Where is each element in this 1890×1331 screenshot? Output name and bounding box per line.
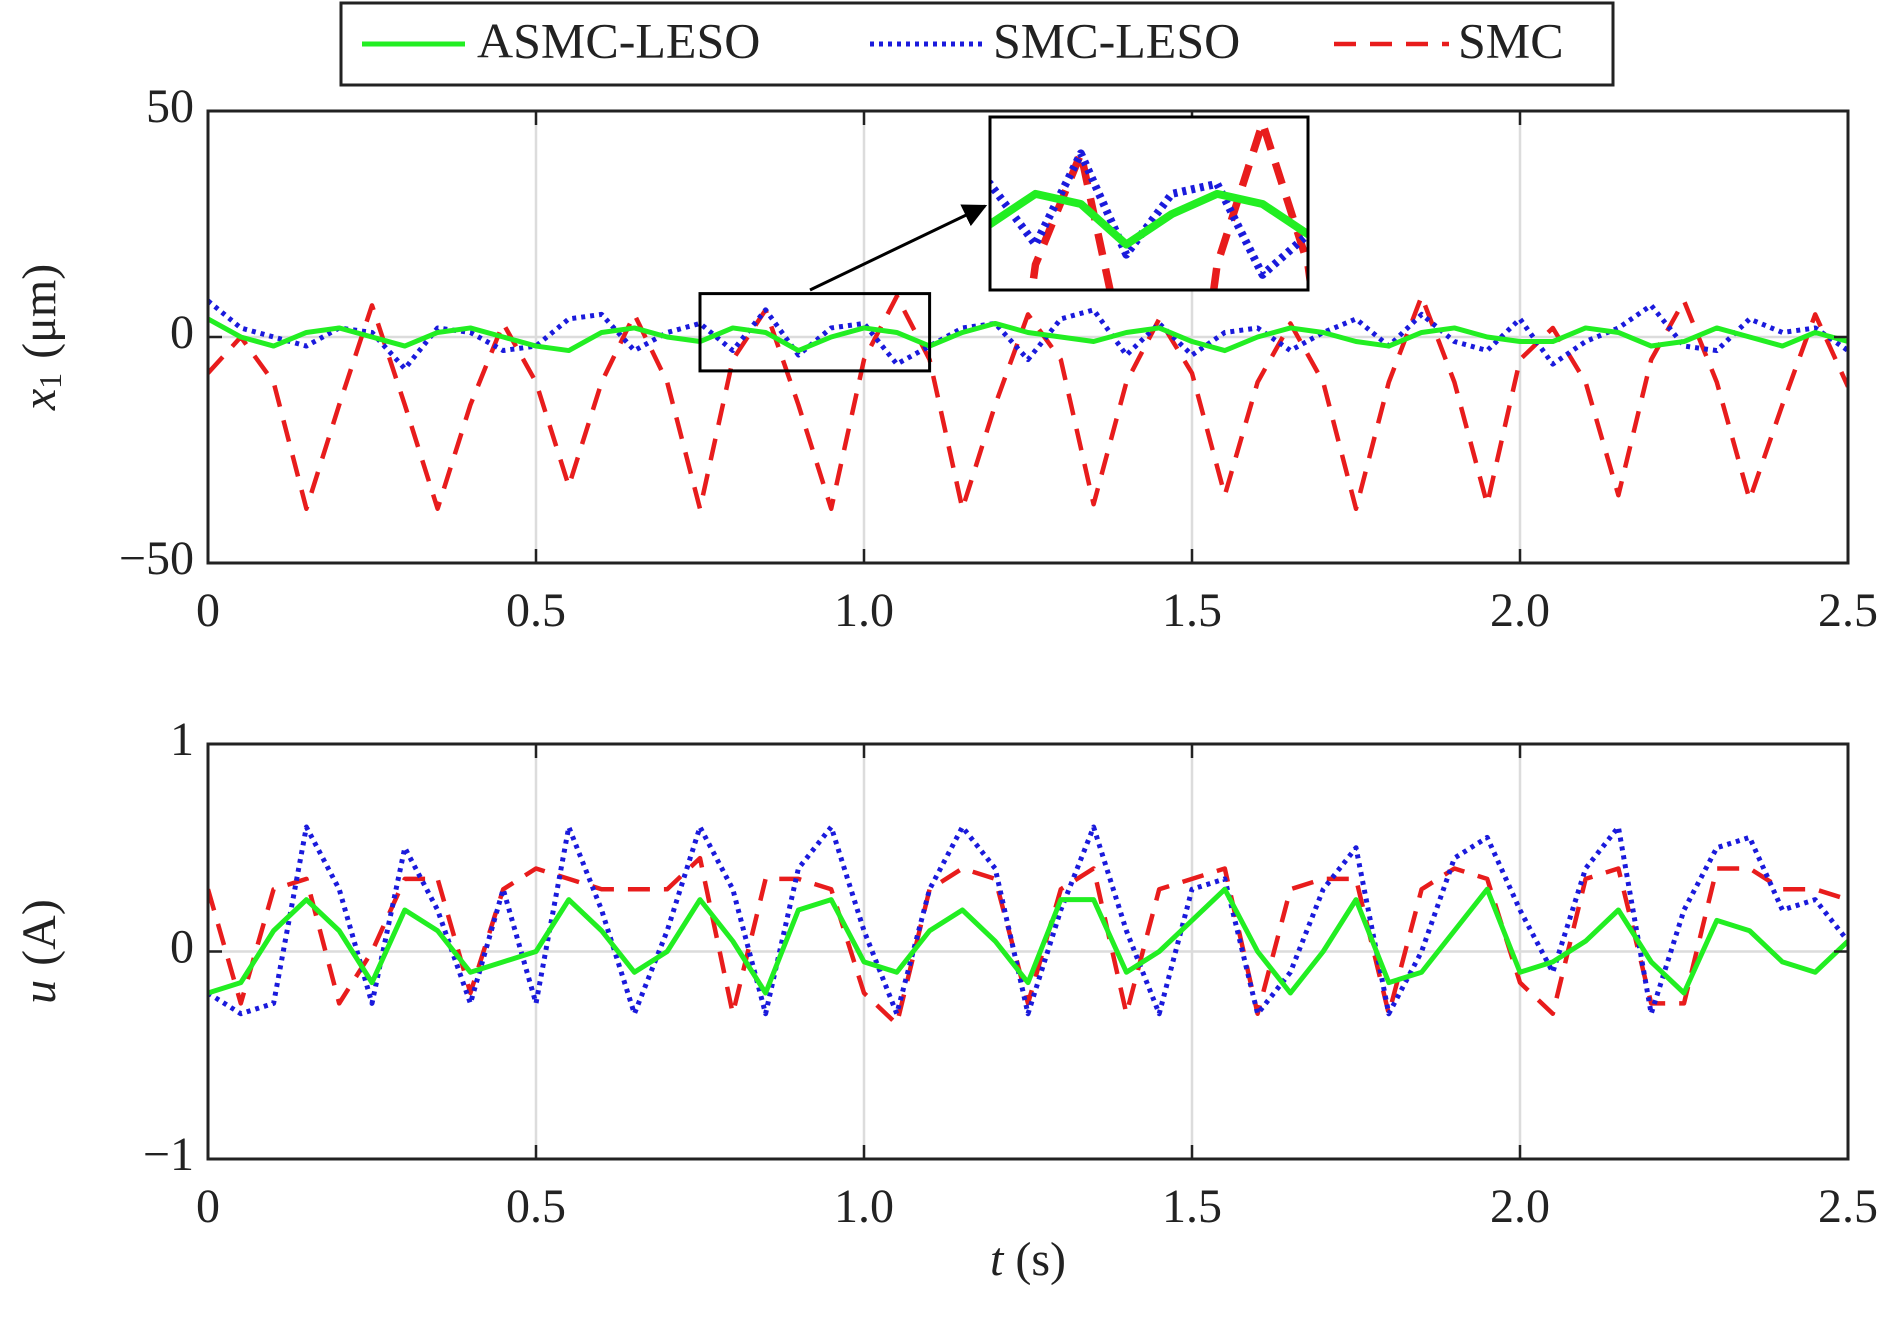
x-tick-label: 2.5 bbox=[1818, 584, 1878, 637]
x-label-unit: (s) bbox=[1015, 1233, 1066, 1286]
series-line bbox=[208, 855, 1848, 1027]
y-label-symbol: x bbox=[13, 389, 66, 411]
y-axis-label: u (A) bbox=[13, 899, 66, 1004]
y-label-unit: (μm) bbox=[13, 264, 66, 359]
x-label-symbol: t bbox=[990, 1233, 1005, 1286]
x-tick-label: 0 bbox=[196, 1180, 220, 1233]
series-group bbox=[208, 294, 1848, 512]
y-tick-label: −50 bbox=[119, 532, 194, 585]
series-line bbox=[208, 298, 1848, 372]
series-group bbox=[208, 824, 1848, 1027]
x-tick-label: 1.5 bbox=[1162, 1180, 1222, 1233]
legend-label: SMC bbox=[1458, 12, 1564, 68]
series-line bbox=[208, 824, 1848, 1017]
y-axis-label: x1 (μm) bbox=[13, 264, 68, 411]
y-label-unit: (A) bbox=[13, 899, 66, 966]
series-line bbox=[208, 886, 1848, 996]
y-tick-label: −1 bbox=[143, 1128, 194, 1181]
x-tick-label: 0 bbox=[196, 584, 220, 637]
series-line bbox=[208, 316, 1848, 354]
y-tick-label: 0 bbox=[170, 306, 194, 359]
x-axis-label: t (s) bbox=[990, 1233, 1066, 1286]
y-tick-label: 1 bbox=[170, 713, 194, 766]
inset-frame bbox=[988, 115, 1310, 292]
series-line bbox=[208, 294, 1848, 512]
legend-box bbox=[339, 1, 1615, 87]
x-tick-label: 0.5 bbox=[506, 1180, 566, 1233]
y-tick-label: 0 bbox=[170, 921, 194, 974]
x-tick-label: 1.0 bbox=[834, 584, 894, 637]
y-label-subscript: 1 bbox=[32, 373, 68, 389]
legend-label: ASMC-LESO bbox=[477, 12, 760, 68]
x-tick-label: 2.0 bbox=[1490, 584, 1550, 637]
x-tick-label: 2.5 bbox=[1818, 1180, 1878, 1233]
zoom-region bbox=[698, 292, 932, 373]
x-tick-label: 0.5 bbox=[506, 584, 566, 637]
x-tick-label: 1.0 bbox=[834, 1180, 894, 1233]
legend-label: SMC-LESO bbox=[993, 12, 1240, 68]
x-tick-label: 2.0 bbox=[1490, 1180, 1550, 1233]
x-tick-label: 1.5 bbox=[1162, 584, 1222, 637]
y-tick-label: 50 bbox=[146, 80, 194, 133]
y-label-symbol: u bbox=[13, 980, 66, 1004]
zoom-arrow bbox=[809, 204, 988, 292]
